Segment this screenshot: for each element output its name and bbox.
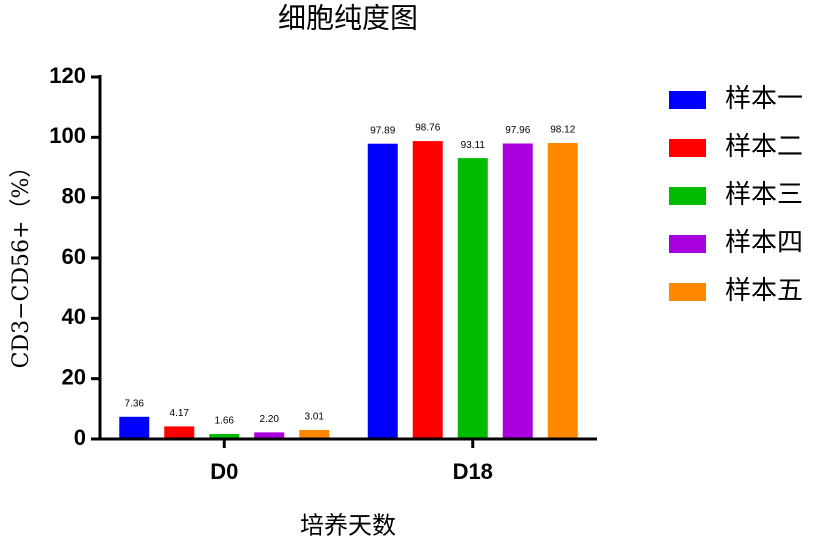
x-tick-label: D18 [453, 459, 493, 484]
chart-title: 细胞纯度图 [278, 2, 418, 35]
legend-label: 样本三 [725, 180, 803, 210]
legend-swatch [669, 91, 706, 109]
value-label: 98.76 [415, 123, 440, 134]
value-label: 93.11 [461, 140, 486, 151]
value-label: 97.89 [370, 125, 395, 136]
legend-swatch [669, 187, 706, 205]
y-tick-label: 40 [62, 304, 86, 329]
legend-label: 样本二 [725, 132, 803, 162]
bar [457, 158, 488, 439]
x-axis-label: 培养天数 [300, 512, 396, 540]
value-label: 1.66 [215, 416, 235, 427]
bar [367, 143, 398, 440]
bar [119, 416, 150, 439]
bar [502, 143, 533, 439]
bar [164, 426, 195, 439]
y-tick-label: 0 [74, 425, 86, 450]
legend-swatch [669, 283, 706, 301]
legend-swatch [669, 235, 706, 253]
legend-label: 样本五 [725, 276, 803, 306]
value-label: 98.12 [550, 125, 575, 136]
y-tick-label: 60 [62, 244, 86, 269]
y-tick-label: 100 [49, 123, 86, 148]
y-tick-label: 20 [62, 364, 86, 389]
legend-label: 样本四 [725, 228, 803, 258]
bar [299, 429, 330, 439]
y-axis-label: CD3−CD56+（%） [9, 156, 34, 369]
legend-label: 样本一 [725, 84, 803, 114]
bar [254, 432, 285, 439]
value-label: 3.01 [305, 412, 325, 423]
legend-swatch [669, 139, 706, 157]
value-label: 2.20 [260, 414, 280, 425]
y-tick-label: 80 [62, 183, 86, 208]
value-label: 97.96 [505, 125, 530, 136]
value-label: 4.17 [170, 408, 190, 419]
value-label: 7.36 [125, 398, 145, 409]
bar [547, 143, 578, 439]
x-tick-label: D0 [210, 459, 238, 484]
bar [412, 141, 443, 439]
bar [209, 433, 240, 439]
y-tick-label: 120 [49, 63, 86, 88]
